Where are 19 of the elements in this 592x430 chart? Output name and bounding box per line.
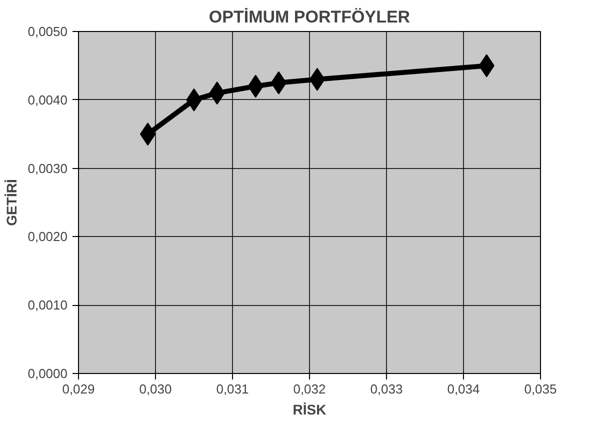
point xyxy=(270,71,287,94)
x-tick-label: 0,034 xyxy=(447,382,480,396)
y-tick-label: 0,0050 xyxy=(28,24,68,39)
y-tick-label: 0,0040 xyxy=(28,92,68,108)
x-tick-label: 0,030 xyxy=(139,382,172,396)
x-tick-label: 0,033 xyxy=(370,382,403,396)
x-tick-label: 0,032 xyxy=(293,382,326,396)
chart-title: OPTİMUM PORTFÖYLER xyxy=(208,8,410,26)
y-axis-title: GETİRİ xyxy=(4,179,20,226)
point xyxy=(140,122,156,146)
y-tick-label: 0,0000 xyxy=(28,366,68,381)
y-tick-label: 0,0010 xyxy=(28,298,68,313)
y-tick-label: 0,0030 xyxy=(28,160,68,176)
x-tick-label: 0,029 xyxy=(62,382,95,396)
x-tick-label: 0,031 xyxy=(216,382,249,396)
y-tick-label: 0,0020 xyxy=(28,229,68,244)
x-tick-label: 0,035 xyxy=(524,382,557,396)
point xyxy=(309,68,326,91)
x-axis-title: RİSK xyxy=(292,402,326,418)
